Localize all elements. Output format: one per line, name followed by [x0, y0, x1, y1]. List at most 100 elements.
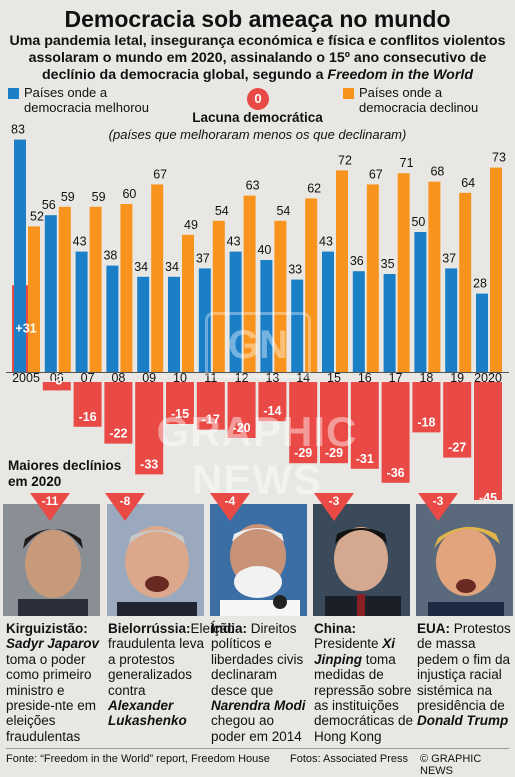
gap-subtitle: (países que melhoraram menos os que decl… [108, 127, 407, 142]
category-label: 06 [50, 371, 64, 385]
caption-usa: EUA: Protestos de massa pedem o fim da i… [417, 621, 511, 729]
improved-bar [198, 268, 211, 372]
gap-bar [412, 382, 441, 433]
gap-value-label: -29 [325, 446, 343, 460]
gap-bar [166, 382, 194, 424]
category-label: 15 [327, 371, 341, 385]
improved-bar [476, 293, 488, 372]
gap-bar [73, 382, 102, 427]
gap-bar [350, 382, 379, 469]
improved-value-label: 43 [227, 235, 241, 249]
improved-value-label: 37 [442, 251, 456, 265]
watermark-text: GRAPHIC NEWS [156, 408, 358, 503]
declined-bar [151, 184, 164, 372]
declined-value-label: 59 [61, 190, 75, 204]
page-title: Democracia sob ameaça no mundo [64, 6, 451, 32]
gap-value-label: -20 [233, 421, 251, 435]
declined-value-label: 63 [246, 179, 260, 193]
gap-bar [258, 382, 287, 422]
declined-value-label: 73 [492, 151, 506, 165]
category-label: 2005 [12, 371, 40, 385]
category-label: 18 [419, 371, 433, 385]
declined-value-label: 59 [92, 190, 106, 204]
gap-value-label: +31 [15, 322, 36, 336]
declined-bar [336, 170, 348, 372]
gap-bar [42, 382, 71, 391]
category-label: 19 [450, 371, 464, 385]
gap-bar [104, 382, 133, 444]
gap-bar [443, 382, 472, 458]
democracy-chart: 83 52 2005 +31 56 59 06-3 43 59 07 -16 38 60 08 -22 34 6… [6, 123, 509, 500]
declined-value-label: 60 [122, 187, 136, 201]
improved-bar [322, 251, 334, 372]
legend-improved-swatch [8, 88, 19, 99]
declined-value-label: 68 [430, 165, 444, 179]
gap-value-label: -33 [140, 457, 158, 471]
subtitle-line-1: Uma pandemia letal, insegurança económic… [9, 33, 506, 49]
gap-value-label: -15 [171, 407, 189, 421]
delta-badge-kyrgyzstan: -11 [30, 493, 70, 521]
declined-value-label: 67 [369, 167, 383, 181]
declined-bar [212, 220, 225, 372]
caption-china: China: Presidente Xi Jinping toma medida… [314, 621, 414, 744]
footer-credit: © GRAPHIC NEWS [420, 753, 482, 777]
improved-bar [168, 276, 180, 372]
declined-bar [366, 184, 379, 372]
declined-bar [274, 220, 287, 372]
gap-value-label: -45 [479, 491, 497, 500]
improved-bar [383, 274, 396, 372]
photo-usa [416, 504, 513, 616]
gap-bar [474, 382, 502, 500]
improved-bar [260, 260, 273, 372]
watermark-logo: GN [205, 312, 311, 378]
improved-value-label: 34 [165, 260, 179, 274]
gap-value-label: -14 [263, 404, 281, 418]
caption-india: Índia: Direitos políticos e liberdades c… [211, 621, 306, 744]
declined-bar [428, 181, 441, 372]
declined-bar [490, 167, 502, 372]
declined-bar [28, 226, 40, 372]
category-label: 09 [142, 371, 156, 385]
improved-value-label: 38 [103, 249, 117, 263]
declined-value-label: 54 [276, 204, 290, 218]
caption-country: EUA: [417, 621, 450, 636]
declined-value-label: 49 [184, 218, 198, 232]
improved-bar [14, 139, 26, 372]
gap-zero-badge: 0 [247, 88, 269, 110]
gap-bar [135, 382, 164, 475]
improved-value-label: 56 [42, 198, 56, 212]
caption-belarus: Bielorrússia:Eleição fraudulenta leva a … [108, 621, 235, 729]
declined-value-label: 52 [30, 209, 44, 223]
category-label: 17 [389, 371, 403, 385]
declined-bar [182, 234, 194, 372]
photo-kyrgyzstan [3, 504, 100, 616]
improved-value-label: 83 [11, 123, 25, 137]
improved-value-label: 37 [196, 251, 210, 265]
improved-bar [137, 276, 150, 372]
delta-badge-china: -3 [314, 493, 354, 521]
declined-value-label: 54 [215, 204, 229, 218]
subtitle-line-3: declínio da democracia global, segundo a [42, 67, 324, 83]
delta-badge-usa: -3 [418, 493, 458, 521]
gap-bar [320, 382, 348, 464]
legend-declined-label: Países onde a democracia declinou [359, 85, 479, 115]
category-label: 10 [173, 371, 187, 385]
footer-rule [6, 748, 509, 749]
legend-declined-swatch [343, 88, 354, 99]
declined-value-label: 62 [307, 181, 321, 195]
declined-bar [305, 198, 318, 372]
footer-source: Fonte: “Freedom in the World” report, Fr… [6, 753, 270, 765]
improved-value-label: 35 [381, 257, 395, 271]
gap-value-label: -29 [294, 446, 312, 460]
legend-improved-label: Países onde a democracia melhorou [24, 85, 150, 115]
caption-country: China: [314, 621, 356, 636]
category-label: 2020 [474, 371, 502, 385]
improved-value-label: 28 [473, 277, 487, 291]
improved-bar [414, 232, 427, 372]
declined-value-label: 72 [338, 153, 352, 167]
improved-bar [291, 279, 304, 372]
gap-bar [227, 382, 256, 438]
photo-china [313, 504, 410, 616]
footer-photos: Fotos: Associated Press [290, 753, 408, 765]
improved-bar [229, 251, 242, 372]
